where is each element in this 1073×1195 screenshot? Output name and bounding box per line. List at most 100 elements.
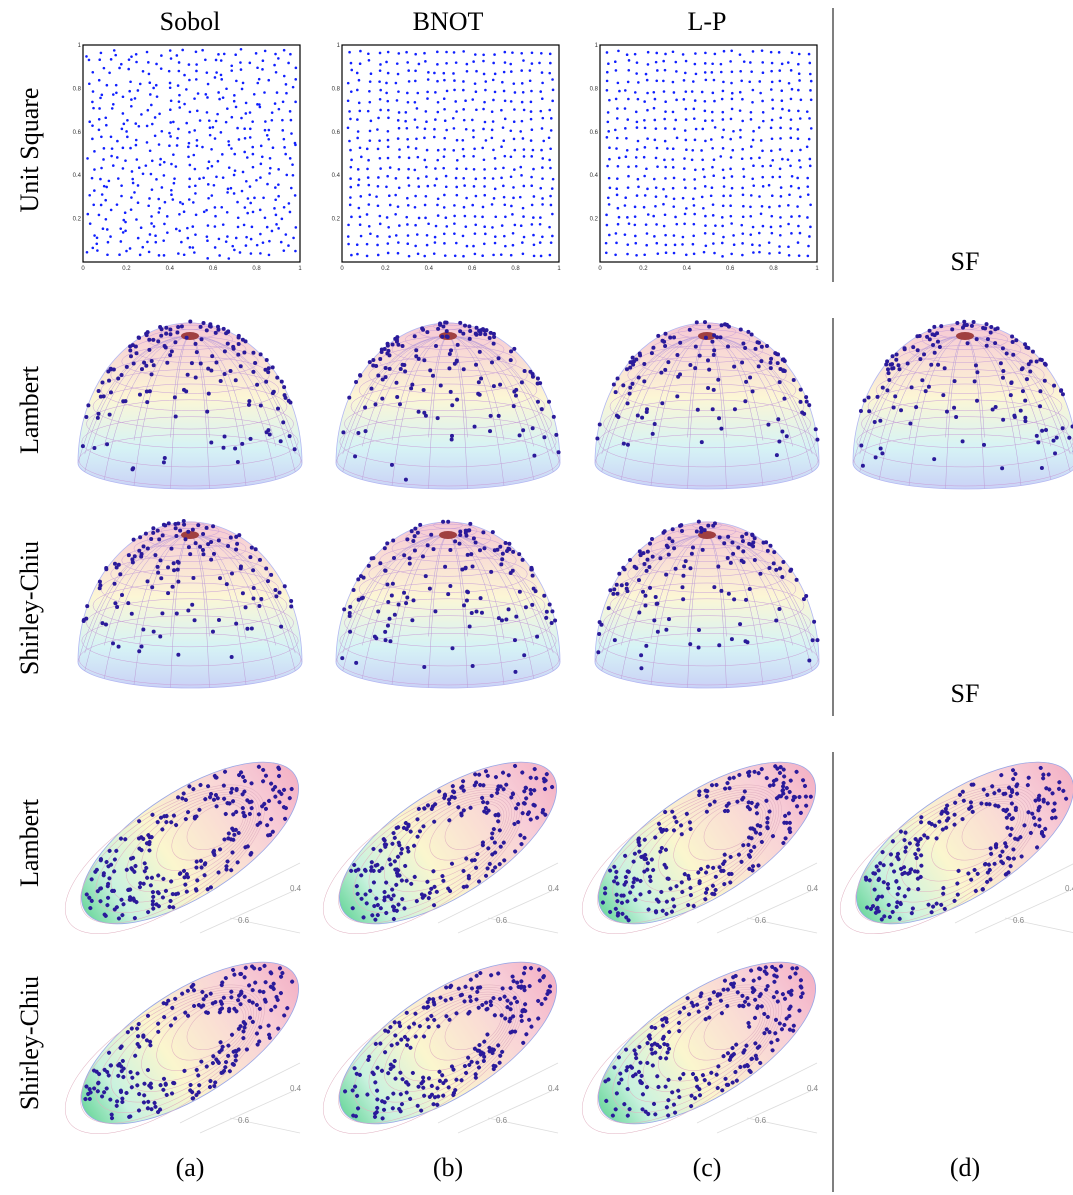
ellipsoid-surface	[339, 961, 557, 1125]
sample-point	[121, 902, 126, 907]
sample-point	[718, 998, 723, 1003]
sample-point	[549, 203, 553, 207]
sample-point	[466, 1011, 471, 1016]
sample-point	[368, 80, 372, 83]
sample-point	[740, 360, 745, 365]
sample-point	[388, 1066, 393, 1071]
sample-point	[145, 1013, 150, 1018]
sample-point	[115, 156, 119, 159]
sample-point	[400, 362, 405, 367]
sample-point	[751, 50, 755, 53]
sample-point	[961, 798, 966, 803]
sample-point	[106, 1073, 111, 1078]
sample-point	[365, 1092, 370, 1097]
sample-point	[692, 117, 696, 120]
sample-point	[353, 454, 358, 459]
sample-point	[550, 785, 555, 790]
sample-point	[411, 598, 416, 603]
sample-point	[725, 808, 730, 813]
sample-point	[382, 546, 387, 551]
sample-point	[186, 545, 191, 550]
sample-point	[660, 1017, 665, 1022]
sample-point	[213, 76, 217, 79]
sample-point	[287, 796, 292, 801]
sample-point	[730, 222, 733, 225]
sample-point	[141, 1100, 146, 1105]
sample-point	[371, 358, 376, 363]
sample-point	[517, 552, 522, 557]
sample-point	[426, 90, 429, 94]
sample-point	[189, 361, 194, 366]
sample-point	[625, 1113, 630, 1118]
sample-point	[804, 399, 809, 404]
sample-point	[653, 1025, 658, 1030]
sample-point	[496, 356, 501, 361]
sample-point	[550, 187, 554, 190]
sample-point	[788, 193, 791, 197]
sample-point	[743, 999, 748, 1004]
sample-point	[863, 875, 868, 880]
latitude-line	[86, 598, 294, 648]
sample-point	[458, 320, 463, 325]
sample-point	[349, 148, 352, 152]
sample-point	[249, 545, 254, 550]
sample-point	[276, 765, 281, 770]
sample-point	[182, 522, 187, 527]
sample-point	[122, 218, 126, 222]
sample-point	[394, 177, 398, 180]
sample-point	[770, 118, 774, 122]
sample-point	[549, 241, 553, 244]
sample-point	[185, 875, 190, 880]
sample-point	[1011, 352, 1016, 357]
sample-point	[425, 233, 429, 237]
sample-point	[541, 197, 544, 200]
sample-point	[105, 83, 109, 87]
sample-point	[212, 1084, 217, 1089]
sample-point	[219, 73, 223, 77]
sample-point	[444, 1014, 449, 1019]
sample-point	[799, 165, 802, 169]
sample-point	[1024, 377, 1029, 382]
sample-point	[258, 105, 262, 109]
sample-point	[614, 69, 618, 72]
sample-point	[280, 217, 284, 221]
sample-point	[373, 917, 378, 922]
sample-point	[127, 58, 131, 61]
sample-point	[962, 319, 967, 324]
sample-point	[273, 794, 278, 799]
ellipsoid-plot: 0.40.6	[64, 761, 302, 934]
sample-point	[146, 1099, 151, 1104]
sample-point	[376, 609, 381, 614]
sample-point	[354, 379, 359, 384]
sample-point	[187, 155, 190, 159]
sample-point	[706, 523, 711, 528]
sample-point	[125, 130, 128, 133]
sample-point	[195, 69, 198, 73]
sample-point	[107, 378, 112, 383]
sample-point	[898, 900, 903, 905]
sample-point	[631, 1074, 636, 1079]
longitude-line	[391, 334, 449, 486]
sample-point	[415, 137, 418, 141]
sample-point	[166, 231, 169, 234]
sample-point	[635, 877, 640, 882]
sample-point	[376, 204, 380, 208]
sample-point	[107, 1050, 112, 1055]
sample-point	[120, 184, 123, 187]
sample-point	[711, 523, 716, 528]
sample-point	[502, 166, 505, 170]
sample-point	[403, 863, 408, 868]
sample-point	[271, 389, 276, 394]
sample-point	[406, 137, 409, 141]
sample-point	[229, 655, 234, 660]
sample-point	[617, 215, 621, 219]
sample-point	[357, 101, 361, 105]
sample-point	[667, 536, 672, 541]
sample-point	[490, 530, 495, 535]
sample-point	[712, 892, 717, 897]
sample-point	[406, 203, 410, 207]
sample-point	[119, 240, 123, 243]
sample-point	[500, 176, 503, 180]
sample-point	[535, 376, 540, 381]
sample-point	[444, 174, 448, 178]
